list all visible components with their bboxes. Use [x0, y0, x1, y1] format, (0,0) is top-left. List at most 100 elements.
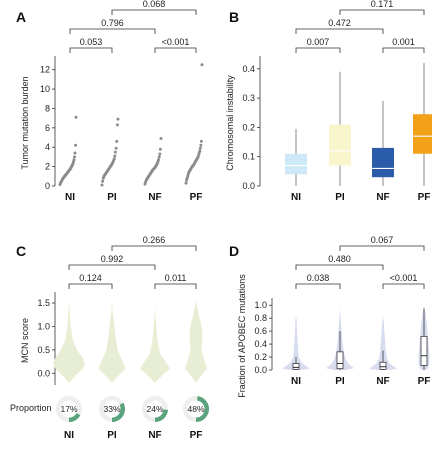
panel-a-y-tick-label: 6 — [45, 123, 50, 133]
panel-a-data-point — [73, 151, 77, 155]
panel-c-proportion-hole — [187, 400, 205, 418]
panel-a-plot: 0 2 4 6 8 10 12 Tumor mutation burden NI PI NF PF 0.… — [20, 0, 204, 203]
panel-a-data-point — [200, 63, 204, 67]
panel-d-comparison-bracket — [295, 264, 384, 270]
panel-a-y-tick-label: 2 — [45, 162, 50, 172]
panel-a-data-point — [114, 146, 118, 150]
panel-a-y-tick-label: 10 — [40, 84, 50, 94]
panel-a-data-point — [113, 154, 117, 158]
panel-c-comparison-bracket — [111, 245, 197, 251]
panel-a-data-point — [115, 123, 119, 127]
panel-d-violin — [369, 315, 397, 370]
panel-a-data-point — [73, 155, 76, 159]
panel-a-data-point — [157, 155, 161, 159]
panel-a-data-point — [158, 147, 162, 151]
panel-d-box — [336, 351, 344, 370]
panel-b-comparison-bracket — [382, 47, 425, 53]
panel-a-data-point — [199, 143, 203, 147]
panel-a-comparison-bracket — [69, 47, 113, 53]
panel-b: B 0.0 0.1 0.2 0.3 0.4 Chromosomal instability… — [225, 0, 432, 203]
panel-c-y-tick-label: 1.0 — [37, 321, 50, 331]
panel-b-category-label: NI — [291, 192, 301, 203]
panel-b-p-value: 0.171 — [371, 0, 394, 9]
panel-a-data-point — [112, 157, 116, 161]
panel-d-box — [379, 361, 387, 370]
panel-a-data-point — [158, 152, 162, 156]
panel-a-data-point — [74, 115, 78, 119]
panel-c-y-tick-label: 0.0 — [37, 368, 50, 378]
panel-a-p-value: 0.053 — [80, 37, 103, 47]
panel-d-y-tick-label: 0.2 — [254, 352, 267, 362]
panel-a-data-point — [198, 149, 202, 153]
panel-c-p-value: 0.992 — [101, 254, 124, 264]
panel-c-p-value: 0.266 — [143, 235, 166, 245]
panel-b-y-axis-label: Chromosomal instability — [225, 75, 235, 171]
panel-c-proportion-hole — [146, 400, 164, 418]
panel-a-data-point — [157, 158, 160, 162]
panel-b-category-label: PF — [418, 192, 431, 203]
panel-c-comparison-bracket — [154, 283, 197, 289]
panel-b-y-tick-label: 0.1 — [242, 152, 255, 162]
panel-a-y-axis-label: Tumor mutation burden — [20, 76, 30, 169]
panel-b-box — [329, 124, 351, 166]
panel-d-y-tick-label: 0.6 — [254, 326, 267, 336]
panel-a-data-point — [198, 146, 202, 150]
panel-b-comparison-bracket — [339, 9, 425, 15]
panel-d-y-tick-label: 0.8 — [254, 313, 267, 323]
panel-c-plot: 0.0 0.5 1.0 1.5 MCN score NI PI NF PF 0.124 0.011 0… — [10, 235, 210, 441]
panel-b-category-label: NF — [376, 192, 389, 203]
panel-b-box — [372, 147, 394, 178]
panel-a-category-label: NI — [65, 192, 75, 203]
panel-c-proportion-arc — [155, 409, 168, 422]
panel-a-category-label: NF — [148, 192, 161, 203]
panel-b-p-value: 0.001 — [392, 37, 415, 47]
panel-d-category-label: NI — [291, 376, 301, 387]
panel-a-p-value: 0.796 — [101, 18, 124, 28]
panel-a: A 0 2 4 6 8 10 12 Tumor mutation burden NI PI NF PF… — [16, 0, 204, 203]
panel-d: D 0.0 0.2 0.4 0.6 0.8 1.0 Fraction of APOBEC m… — [229, 235, 430, 398]
panel-c-violin — [184, 300, 208, 383]
panel-b-plot: 0.0 0.1 0.2 0.3 0.4 Chromosomal instability NI… — [225, 0, 432, 203]
panel-b-y-tick-label: 0.2 — [242, 122, 255, 132]
panel-d-category-label: NF — [376, 376, 389, 387]
panel-a-y-tick-label: 8 — [45, 103, 50, 113]
panel-d-comparison-bracket — [295, 283, 341, 289]
panel-d-category-label: PF — [418, 376, 431, 387]
panel-d-category-label: PI — [335, 376, 345, 387]
panel-d-box — [420, 335, 428, 366]
panel-a-data-point — [116, 117, 120, 121]
panel-b-category-label: PI — [335, 192, 345, 203]
panel-b-p-value: 0.472 — [328, 18, 351, 28]
panel-c-proportion-hole — [60, 400, 78, 418]
panel-c-proportion-label: Proportion — [10, 403, 52, 413]
panel-c-letter: C — [16, 243, 26, 259]
panel-b-letter: B — [229, 9, 239, 25]
panel-d-p-value: 0.038 — [307, 273, 330, 283]
panel-c-violin — [98, 300, 126, 383]
panel-c-comparison-bracket — [68, 283, 113, 289]
panel-c-violin — [53, 300, 85, 383]
panel-a-data-point — [115, 139, 119, 143]
panel-c-violin — [139, 305, 171, 383]
panel-c-p-value: 0.124 — [79, 273, 102, 283]
panel-a-category-label: PF — [190, 192, 203, 203]
panel-c: C 0.0 0.5 1.0 1.5 MCN score NI PI NF PF 0.124 0.01… — [10, 235, 210, 441]
panel-c-category-label: NF — [148, 430, 161, 441]
panel-a-data-point — [100, 183, 104, 187]
panel-b-box — [413, 114, 432, 154]
panel-d-plot: 0.0 0.2 0.4 0.6 0.8 1.0 Fraction of APOBEC mut… — [237, 235, 430, 398]
panel-d-y-tick-label: 0.4 — [254, 339, 267, 349]
panel-a-data-point — [159, 137, 163, 140]
panel-b-y-tick-label: 0.0 — [242, 181, 255, 191]
panel-b-comparison-bracket — [295, 47, 341, 53]
panel-a-p-value: 0.068 — [143, 0, 166, 9]
panel-b-box — [285, 153, 307, 175]
panel-a-y-tick-label: 0 — [45, 181, 50, 191]
panel-a-p-value: <0.001 — [162, 37, 190, 47]
panel-c-proportion-value: 17% — [60, 404, 77, 414]
panel-d-y-tick-label: 1.0 — [254, 300, 267, 310]
panel-c-proportion-value: 33% — [103, 404, 120, 414]
panel-a-category-label: PI — [107, 192, 117, 203]
panel-c-y-tick-label: 1.5 — [37, 298, 50, 308]
